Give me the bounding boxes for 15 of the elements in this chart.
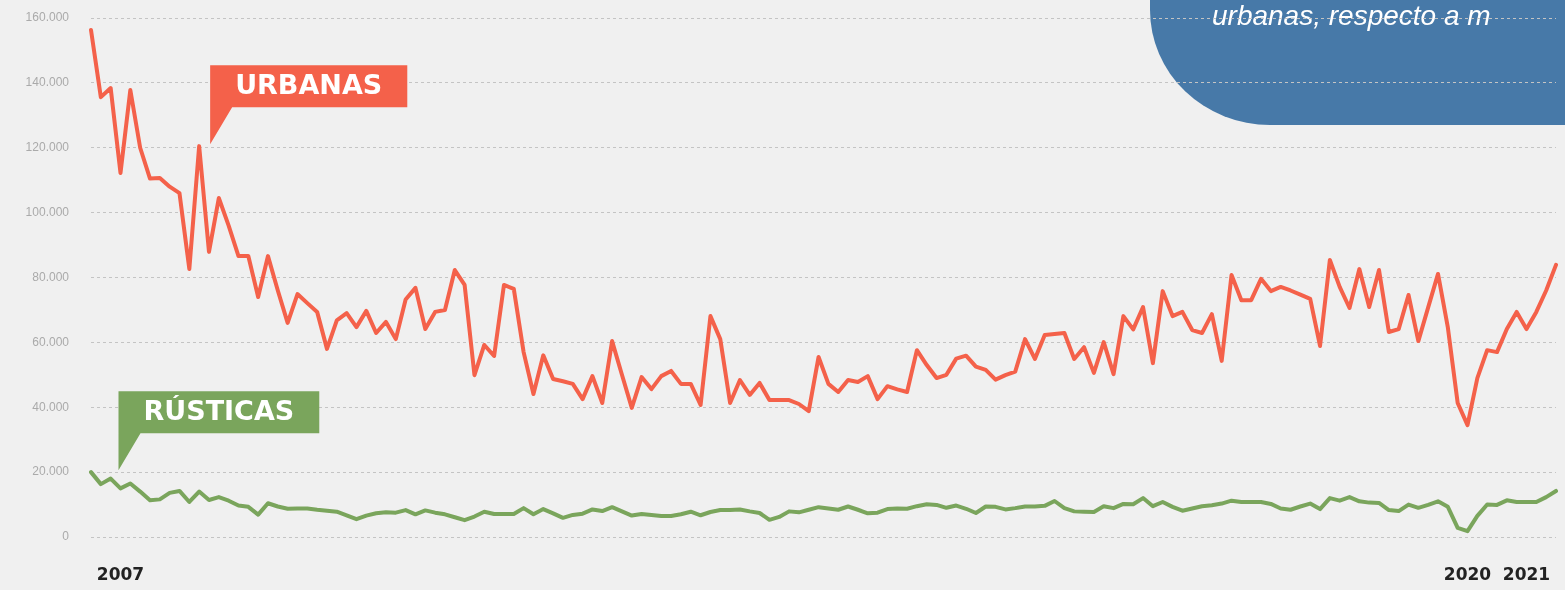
y-tick-label: 20.000 bbox=[32, 464, 70, 479]
y-tick-label: 100.000 bbox=[25, 204, 70, 219]
annotation: urbanas, respecto a m bbox=[1212, 0, 1491, 32]
y-tick-label: 0 bbox=[62, 529, 70, 544]
x-tick-label: 2020 bbox=[1443, 563, 1492, 584]
text: URBANAS bbox=[235, 69, 383, 101]
y-tick-label: 60.000 bbox=[32, 334, 70, 349]
text: RÚSTICAS bbox=[143, 395, 295, 427]
y-tick-label: 40.000 bbox=[32, 399, 70, 414]
x-tick-label: 2021 bbox=[1502, 563, 1551, 584]
y-tick-label: 120.000 bbox=[25, 140, 70, 155]
y-tick-label: 80.000 bbox=[32, 269, 70, 284]
y-tick-label: 140.000 bbox=[25, 75, 70, 90]
x-tick-label: 2007 bbox=[96, 563, 145, 584]
y-tick-label: 160.000 bbox=[25, 10, 70, 25]
